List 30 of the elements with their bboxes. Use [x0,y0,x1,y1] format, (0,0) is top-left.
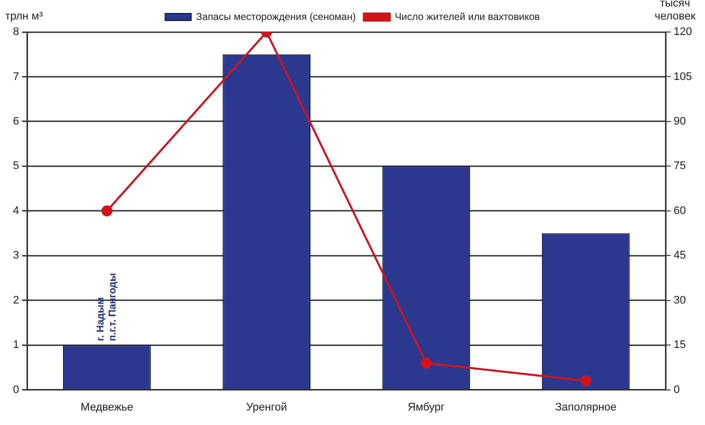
y2-tick-label: 60 [674,204,686,217]
x-tick-label: Ямбург [408,401,445,414]
y-tick-label: 7 [12,70,20,83]
point [580,375,592,386]
legend-label: Число жителей или вахтовиков [394,12,540,23]
y2-axis-title: тысяч человек [654,0,696,23]
y2-tick-label: 30 [674,294,686,306]
x-tick-label: Заполярное [555,401,617,414]
y2-tick-label: 90 [674,115,686,128]
y-tick-label: 1 [12,339,20,352]
x-tick-label: Уренгой [246,401,287,414]
legend-label: Запасы месторождения (сеноман) [196,12,356,23]
y-axis-title: трлн м³ [5,10,44,23]
annotation: г. Надым п.г.т. Пангоды [96,273,119,342]
x-tick-label: Медвежье [80,401,134,414]
y2-tick-label: 15 [674,339,686,352]
y2-tick-label: 75 [674,160,686,172]
y-tick-label: 2 [12,294,20,306]
y2-tick-label: 105 [674,70,692,83]
point [101,205,112,216]
y2-tick-label: 120 [674,26,692,38]
y2-tick-label: 0 [674,384,680,396]
y2-tick-label: 45 [674,250,686,262]
y-tick-label: 5 [12,160,20,172]
y-tick-label: 6 [12,115,20,128]
y-tick-label: 8 [12,26,20,38]
y-tick-label: 3 [12,250,20,262]
y-tick-label: 0 [12,384,20,396]
y-tick-label: 4 [12,204,20,217]
point [420,357,432,368]
